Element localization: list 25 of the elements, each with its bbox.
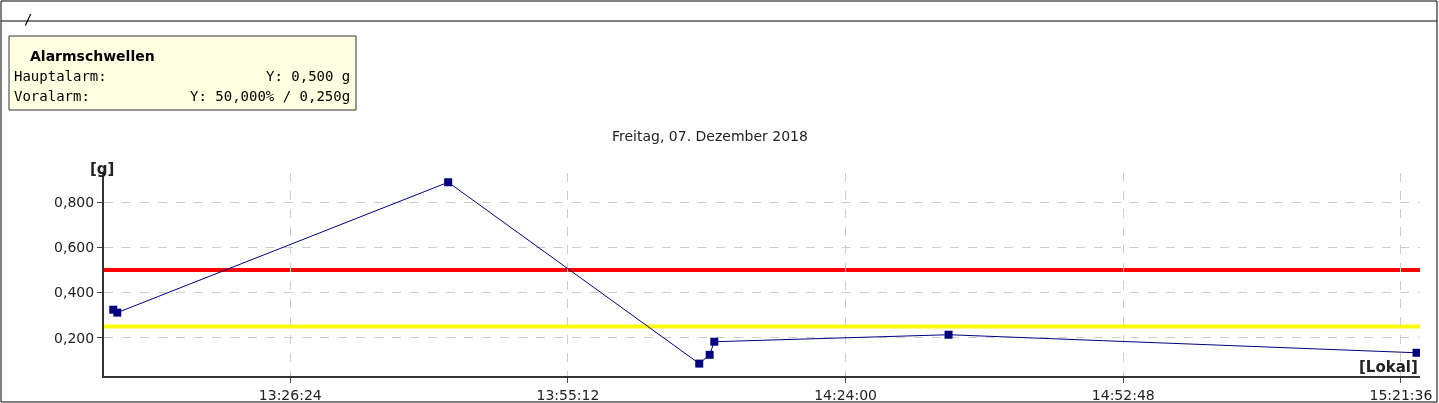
y-tick-label: 0,200: [54, 329, 95, 346]
text: Hauptalarm:: [14, 68, 107, 84]
x-tick-label: 13:26:24: [258, 386, 322, 403]
point: [944, 330, 953, 339]
y-tick-label: 0,800: [54, 194, 95, 211]
y-axis-title: [g]: [90, 160, 115, 178]
point: [695, 359, 704, 368]
text: Y: 50,000% / 0,250g: [190, 88, 351, 104]
y-tick-label: 0,600: [54, 239, 95, 256]
y-tick-label: 0,400: [54, 284, 95, 301]
x-tick-label: 15:21:36: [1369, 386, 1433, 403]
x-tick-label: 13:55:12: [536, 386, 600, 403]
text: Y: 0,500 g: [266, 68, 351, 84]
text: Voralarm:: [14, 88, 90, 104]
chart-title: Freitag, 07. Dezember 2018: [612, 128, 808, 144]
point: [113, 308, 122, 317]
point: [444, 178, 453, 187]
point: [1412, 348, 1420, 357]
point: [705, 350, 714, 359]
x-axis-title: [Lokal]: [1359, 358, 1418, 376]
point: [710, 337, 719, 346]
text: /: [24, 11, 33, 27]
text: Alarmschwellen: [30, 48, 155, 64]
x-tick-label: 14:52:48: [1091, 386, 1155, 403]
x-tick-label: 14:24:00: [814, 386, 878, 403]
